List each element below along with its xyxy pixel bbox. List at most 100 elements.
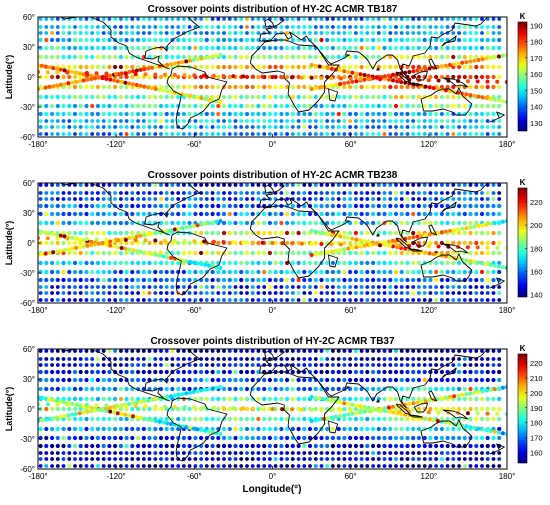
crossover-point bbox=[445, 103, 450, 109]
crossover-point bbox=[233, 211, 238, 217]
crossover-point bbox=[267, 435, 272, 441]
crossover-point bbox=[142, 416, 147, 421]
crossover-point bbox=[497, 183, 502, 187]
x-tick-label: 180° bbox=[499, 472, 516, 481]
crossover-point bbox=[325, 377, 330, 383]
crossover-point bbox=[439, 260, 444, 266]
crossover-point bbox=[391, 410, 395, 415]
crossover-point bbox=[365, 183, 370, 187]
crossover-point bbox=[67, 260, 72, 266]
crossover-point bbox=[164, 386, 169, 392]
crossover-point bbox=[182, 298, 186, 302]
crossover-point bbox=[44, 37, 49, 43]
crossover-point bbox=[89, 243, 94, 248]
crossover-point bbox=[147, 45, 152, 51]
crossover-point bbox=[239, 54, 244, 60]
crossover-point bbox=[290, 451, 295, 455]
crossover-point bbox=[436, 244, 441, 249]
crossover-point bbox=[436, 78, 441, 83]
crossover-point bbox=[445, 25, 450, 29]
crossover-point bbox=[474, 17, 479, 21]
crossover-point bbox=[480, 457, 484, 461]
crossover-point bbox=[108, 239, 113, 244]
crossover-point bbox=[440, 349, 444, 353]
crossover-point bbox=[307, 386, 313, 392]
crossover-point bbox=[405, 211, 410, 217]
crossover-point bbox=[365, 269, 370, 275]
coastline bbox=[249, 371, 340, 445]
crossover-point bbox=[342, 45, 347, 51]
crossover-point bbox=[72, 386, 78, 392]
crossover-point bbox=[153, 65, 158, 69]
crossover-point bbox=[394, 25, 398, 29]
crossover-point bbox=[101, 17, 106, 21]
crossover-point bbox=[95, 260, 100, 266]
crossover-point bbox=[93, 76, 97, 81]
crossover-point bbox=[210, 457, 215, 461]
crossover-point bbox=[468, 74, 473, 80]
crossover-point bbox=[38, 125, 43, 129]
crossover-point bbox=[90, 119, 95, 123]
crossover-point bbox=[127, 402, 132, 406]
crossover-point bbox=[445, 183, 450, 187]
crossover-point bbox=[485, 84, 490, 90]
crossover-point bbox=[416, 220, 421, 226]
crossover-point bbox=[118, 84, 123, 90]
crossover-point bbox=[62, 248, 67, 252]
crossover-point bbox=[44, 406, 49, 412]
crossover-point bbox=[256, 269, 261, 275]
crossover-point bbox=[244, 416, 250, 422]
crossover-point bbox=[55, 369, 60, 375]
crossover-point bbox=[169, 256, 173, 260]
crossover-point bbox=[244, 37, 250, 43]
colorbar-tick-label: 200 bbox=[530, 389, 543, 398]
crossover-point bbox=[422, 377, 427, 383]
crossover-point bbox=[422, 349, 427, 353]
crossover-point bbox=[365, 31, 370, 35]
y-tick-label: 60° bbox=[23, 345, 35, 354]
crossover-point bbox=[101, 386, 106, 392]
crossover-point bbox=[38, 435, 43, 441]
crossover-point bbox=[488, 55, 493, 60]
crossover-point bbox=[61, 64, 66, 70]
crossover-point bbox=[250, 64, 255, 70]
crossover-point bbox=[239, 269, 244, 275]
crossover-point bbox=[187, 197, 192, 201]
crossover-point bbox=[227, 54, 232, 60]
crossover-point bbox=[130, 37, 135, 43]
crossover-point bbox=[417, 125, 421, 129]
crossover-point bbox=[462, 132, 467, 136]
crossover-point bbox=[61, 74, 66, 80]
crossover-point bbox=[342, 369, 347, 375]
crossover-point bbox=[342, 183, 347, 187]
crossover-point bbox=[136, 443, 141, 449]
crossover-point bbox=[164, 451, 169, 455]
crossover-point bbox=[462, 386, 467, 392]
crossover-point bbox=[353, 386, 358, 392]
crossover-point bbox=[233, 269, 238, 275]
crossover-point bbox=[285, 211, 290, 217]
crossover-point bbox=[77, 411, 82, 416]
crossover-point bbox=[227, 406, 232, 412]
crossover-point bbox=[399, 260, 404, 266]
crossover-point bbox=[182, 17, 186, 21]
crossover-point bbox=[348, 191, 352, 195]
crossover-point bbox=[262, 64, 267, 70]
crossover-point bbox=[119, 357, 123, 361]
crossover-point bbox=[411, 111, 416, 117]
crossover-point bbox=[302, 183, 307, 187]
crossover-point bbox=[164, 349, 169, 353]
crossover-point bbox=[153, 191, 158, 195]
crossover-point bbox=[210, 111, 215, 117]
crossover-point bbox=[199, 230, 204, 236]
crossover-point bbox=[431, 86, 436, 91]
crossover-point bbox=[90, 451, 95, 455]
crossover-point bbox=[308, 197, 312, 201]
crossover-point bbox=[55, 125, 60, 129]
crossover-point bbox=[423, 250, 428, 255]
crossover-point bbox=[96, 75, 101, 80]
crossover-point bbox=[376, 220, 381, 226]
crossover-point bbox=[147, 191, 152, 195]
crossover-point bbox=[119, 451, 123, 455]
crossover-point bbox=[55, 269, 60, 275]
